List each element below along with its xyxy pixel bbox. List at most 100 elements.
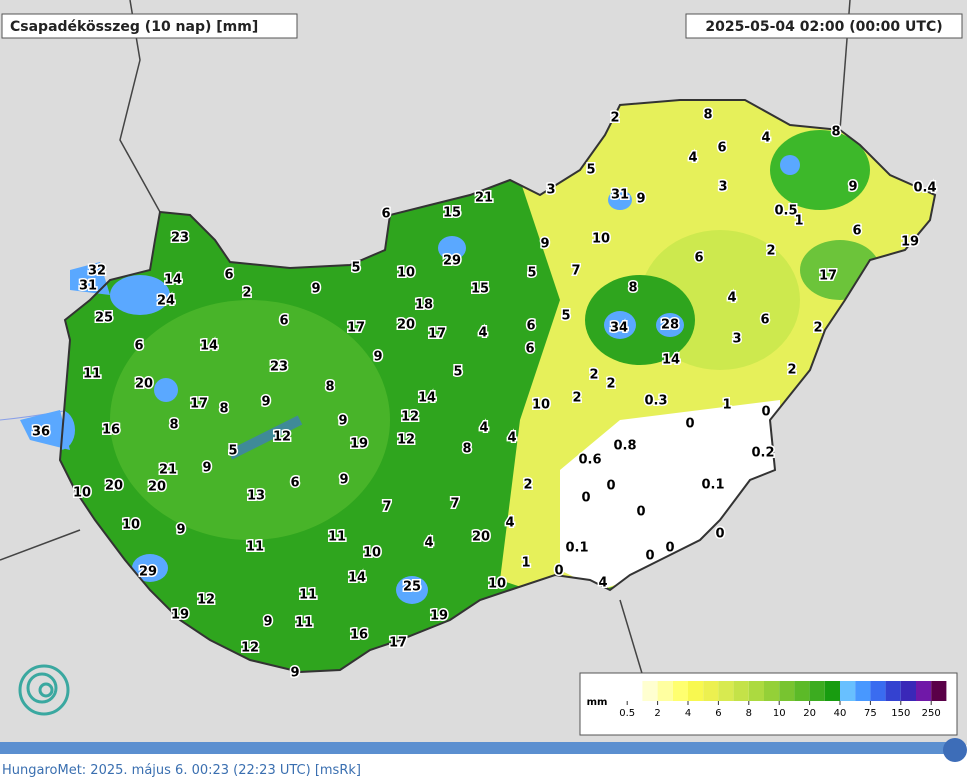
station-value: 8 <box>325 380 334 395</box>
station-value: 20 <box>148 480 166 495</box>
station-value: 19 <box>901 235 919 250</box>
station-value: 6 <box>694 251 703 266</box>
legend-label: 250 <box>922 708 941 719</box>
station-value: 2 <box>242 286 251 301</box>
legend-swatch <box>916 681 932 701</box>
station-value: 34 <box>610 321 628 336</box>
station-value: 28 <box>661 318 679 333</box>
station-value: 9 <box>636 192 645 207</box>
station-value: 2 <box>813 321 822 336</box>
station-value: 5 <box>561 309 570 324</box>
station-value: 6 <box>760 313 769 328</box>
station-value: 17 <box>389 636 407 651</box>
legend-label: 2 <box>654 708 660 719</box>
station-value: 20 <box>397 318 415 333</box>
legend-swatch <box>809 681 825 701</box>
station-value: 7 <box>571 264 580 279</box>
station-value: 2 <box>606 377 615 392</box>
station-value: 8 <box>462 442 471 457</box>
station-value: 6 <box>224 268 233 283</box>
station-value: 0.6 <box>578 453 601 468</box>
station-value: 0 <box>554 564 563 579</box>
station-value: 9 <box>290 666 299 681</box>
station-value: 17 <box>347 321 365 336</box>
station-value: 7 <box>382 500 391 515</box>
legend-swatch <box>885 681 901 701</box>
legend-label: 4 <box>685 708 691 719</box>
legend-swatch <box>612 681 628 701</box>
legend-swatch <box>733 681 749 701</box>
station-value: 6 <box>525 342 534 357</box>
station-value: 11 <box>83 367 101 382</box>
logo <box>18 664 70 716</box>
station-value: 0 <box>761 405 770 420</box>
station-value: 0.2 <box>751 446 774 461</box>
station-value: 11 <box>299 588 317 603</box>
legend-label: 8 <box>746 708 752 719</box>
legend-swatch <box>870 681 886 701</box>
footer: HungaroMet: 2025. május 6. 00:23 (22:23 … <box>2 763 361 778</box>
station-value: 8 <box>219 402 228 417</box>
station-value: 0 <box>715 527 724 542</box>
station-value: 0 <box>581 491 590 506</box>
legend-label: 75 <box>864 708 877 719</box>
legend-swatch <box>703 681 719 701</box>
station-value: 11 <box>246 540 264 555</box>
station-value: 9 <box>263 615 272 630</box>
station-value: 10 <box>363 546 381 561</box>
station-value: 17 <box>190 397 208 412</box>
station-value: 17 <box>428 327 446 342</box>
station-value: 10 <box>592 232 610 247</box>
station-value: 14 <box>418 391 436 406</box>
station-value: 29 <box>139 565 157 580</box>
station-value: 17 <box>819 269 837 284</box>
station-value: 2 <box>766 244 775 259</box>
timestamp: 2025-05-04 02:00 (00:00 UTC) <box>705 19 942 35</box>
legend-label: 20 <box>803 708 816 719</box>
station-value: 14 <box>348 571 366 586</box>
station-value: 4 <box>478 326 487 341</box>
title: Csapadékösszeg (10 nap) [mm] <box>10 19 258 35</box>
station-value: 1 <box>794 214 803 229</box>
station-value: 19 <box>350 437 368 452</box>
timeline <box>0 738 967 762</box>
legend-unit: mm <box>587 697 608 708</box>
station-value: 11 <box>295 616 313 631</box>
station-value: 36 <box>32 425 50 440</box>
title-box <box>1 13 298 39</box>
station-value: 11 <box>328 530 346 545</box>
station-value: 8 <box>831 125 840 140</box>
station-value: 4 <box>761 131 770 146</box>
station-value: 16 <box>102 423 120 438</box>
station-value: 0.3 <box>644 394 667 409</box>
legend-swatch <box>779 681 795 701</box>
legend: 0.5 2 4 6 8 10 20 40 75 150 250 <box>612 681 947 719</box>
station-value: 2 <box>787 363 796 378</box>
legend-swatch <box>688 681 704 701</box>
station-value: 5 <box>228 444 237 459</box>
timeline-knob[interactable] <box>943 738 967 762</box>
legend-swatch <box>855 681 871 701</box>
legend-swatch <box>824 681 840 701</box>
station-value: 0 <box>685 417 694 432</box>
legend-swatch <box>642 681 658 701</box>
station-value: 6 <box>381 207 390 222</box>
station-value: 31 <box>611 188 629 203</box>
legend-swatch <box>718 681 734 701</box>
station-value: 9 <box>338 414 347 429</box>
station-value: 9 <box>261 395 270 410</box>
station-value: 0.8 <box>613 439 636 454</box>
station-value: 3 <box>546 183 555 198</box>
station-value: 4 <box>505 516 514 531</box>
station-value: 32 <box>88 264 106 279</box>
station-value: 10 <box>488 577 506 592</box>
station-value: 13 <box>247 489 265 504</box>
legend-swatch <box>627 681 643 701</box>
station-value: 7 <box>450 497 459 512</box>
station-value: 25 <box>95 311 113 326</box>
station-value: 31 <box>79 279 97 294</box>
station-value: 10 <box>397 266 415 281</box>
station-value: 18 <box>415 298 433 313</box>
station-value: 8 <box>169 418 178 433</box>
